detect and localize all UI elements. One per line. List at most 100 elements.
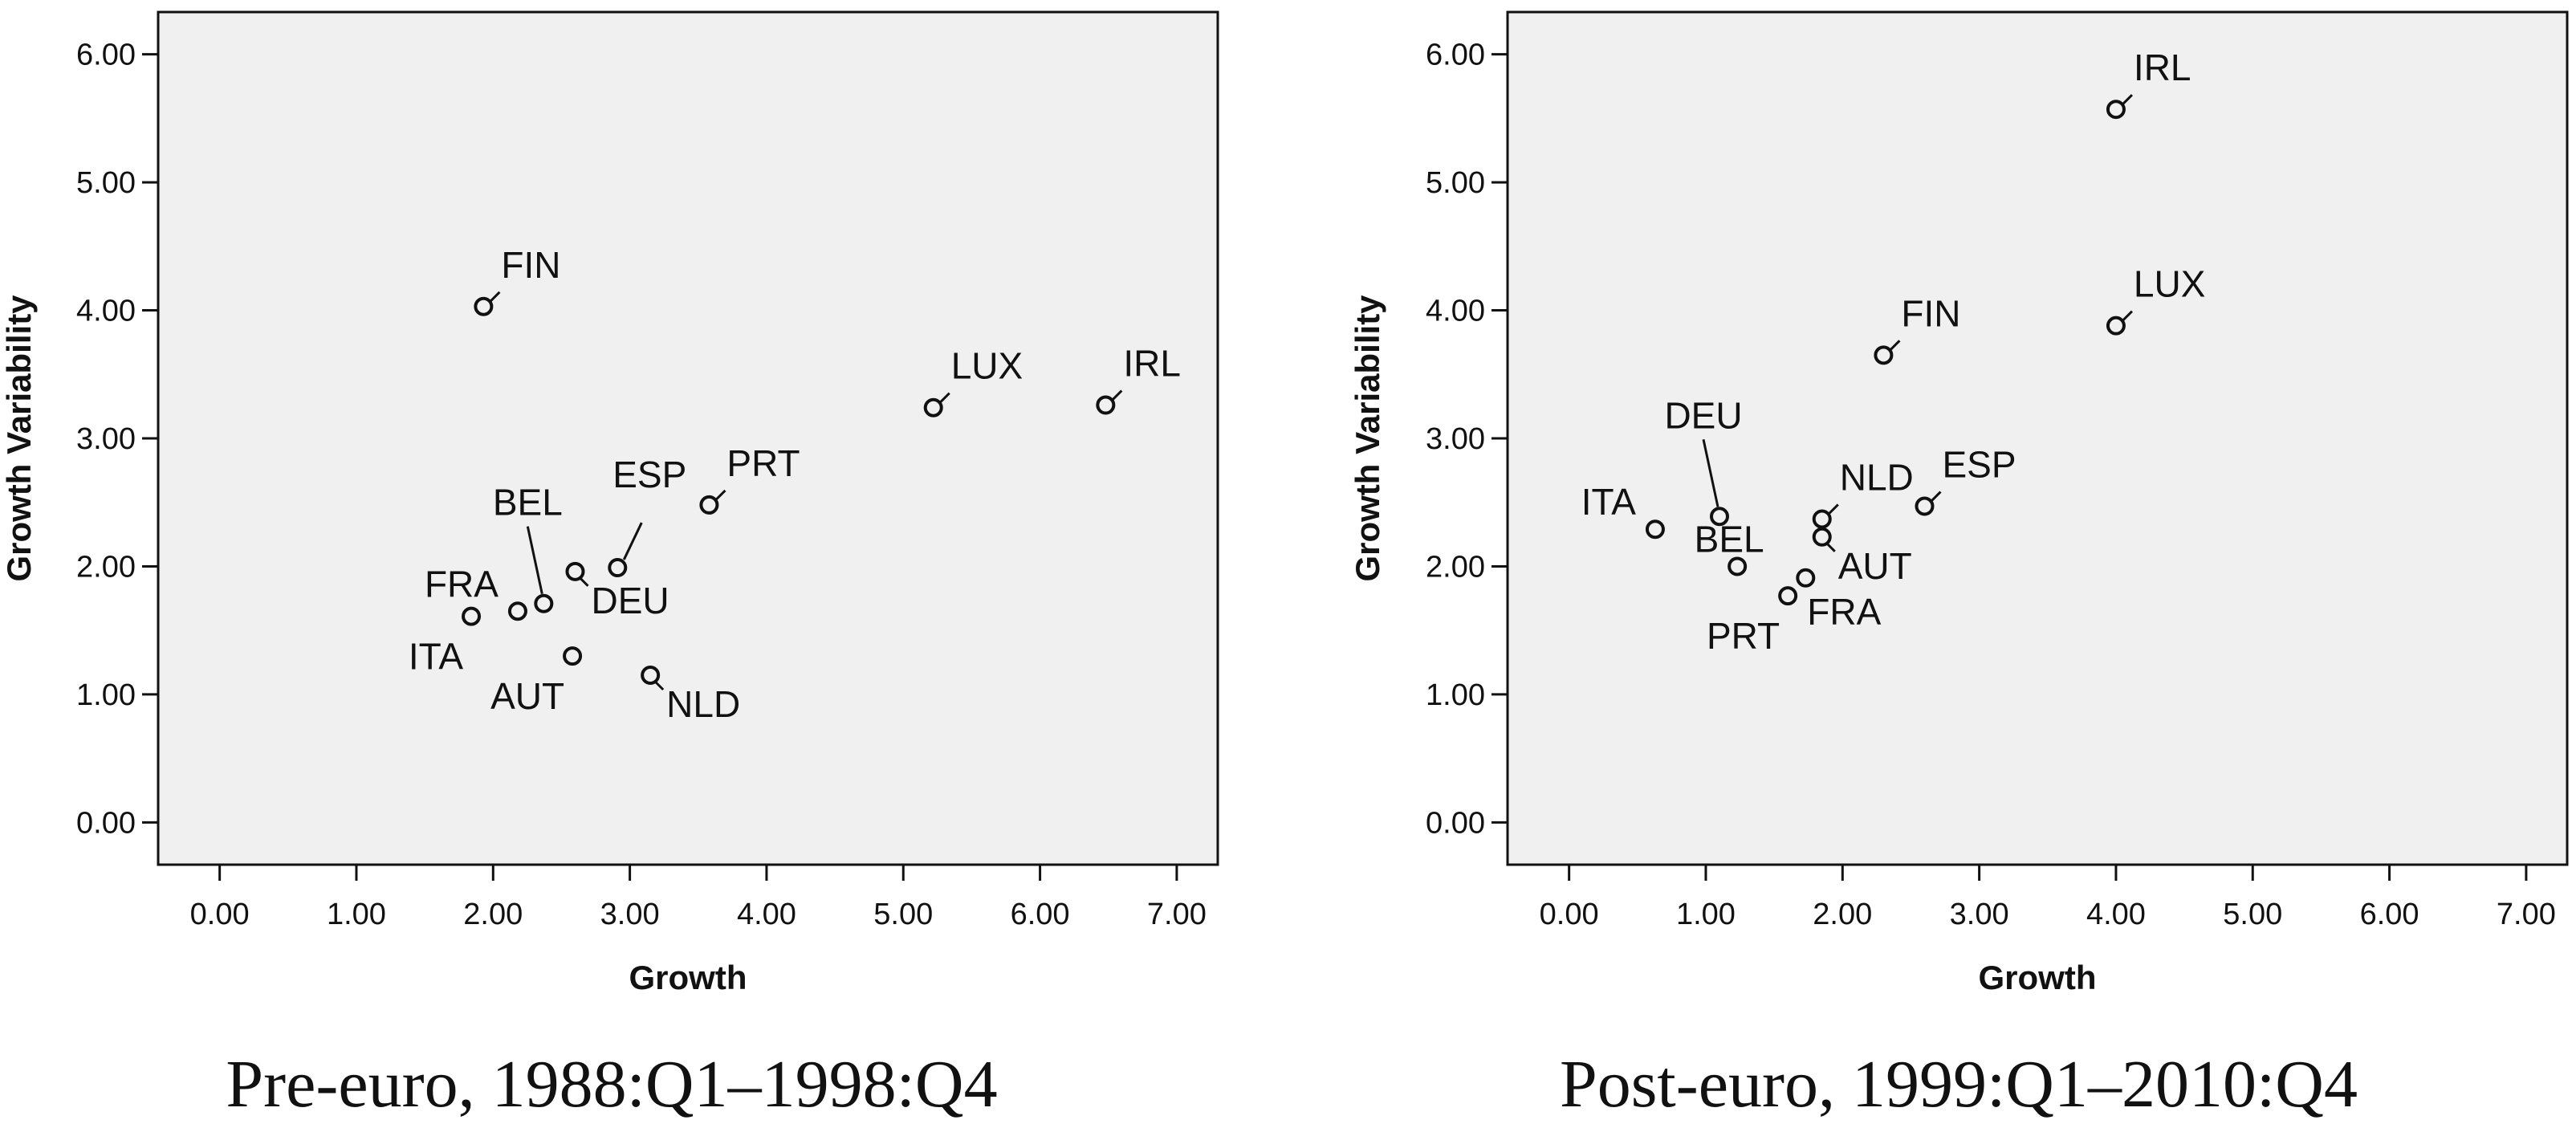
point-label: NLD [666, 683, 740, 725]
panel-pre-euro: 0.00 1.00 2.00 3.00 4.00 5.00 6.00 0.00 1.00 2.00… [0, 10, 1219, 1122]
data-point-fin: FIN [1874, 292, 1960, 365]
y-tick-label: 3.00 [1426, 422, 1485, 456]
x-tick-label: 6.00 [2360, 898, 2419, 931]
data-point-aut: AUT [490, 646, 583, 717]
x-tick-label: 1.00 [1676, 898, 1736, 931]
panel-caption: Pre-euro, 1988:Q1–1998:Q4 [226, 1047, 997, 1122]
point-marker [1812, 527, 1832, 547]
x-tick-label: 4.00 [737, 898, 796, 931]
point-label: ESP [1942, 444, 2016, 486]
data-point-lux: LUX [2106, 263, 2205, 336]
point-label: DEU [1664, 394, 1742, 436]
y-tick-label: 5.00 [1426, 166, 1485, 200]
y-tick-label: 0.00 [76, 806, 136, 840]
data-point-esp: ESP [1915, 444, 2016, 516]
panel-post-euro: 0.00 1.00 2.00 3.00 4.00 5.00 6.00 0.00 1.00 2.00… [1349, 10, 2569, 1122]
x-tick-label: 7.00 [1147, 898, 1207, 931]
point-marker [563, 646, 583, 666]
x-axis-title: Growth [629, 959, 747, 996]
point-marker [507, 601, 527, 621]
data-point-fin: FIN [474, 244, 560, 316]
label-leader [489, 291, 501, 303]
point-marker [1710, 507, 1729, 527]
data-point-nld: NLD [1812, 456, 1914, 529]
label-leader [2121, 94, 2133, 106]
point-marker [2106, 316, 2126, 336]
point-marker [608, 558, 628, 578]
y-tick-label: 5.00 [76, 166, 136, 200]
x-tick-label: 5.00 [2223, 898, 2282, 931]
x-tick-label: 3.00 [1950, 898, 2009, 931]
data-point-irl: IRL [1096, 343, 1181, 415]
point-marker [1796, 568, 1816, 588]
label-leader [654, 680, 665, 691]
data-point-aut: AUT [1812, 527, 1912, 587]
x-tick-label: 6.00 [1011, 898, 1070, 931]
data-point-esp: ESP [608, 454, 686, 578]
point-label: LUX [951, 345, 1023, 387]
x-tick-label: 0.00 [1540, 898, 1599, 931]
x-axis-title: Growth [1979, 959, 2097, 996]
point-marker [1778, 586, 1798, 606]
point-label: ESP [612, 454, 686, 495]
data-point-fra: FRA [1796, 568, 1882, 633]
data-point-lux: LUX [923, 345, 1023, 417]
label-leader [622, 522, 643, 560]
data-point-bel: BEL [493, 482, 563, 613]
point-marker [2106, 100, 2126, 120]
data-point-prt: PRT [1707, 586, 1798, 657]
label-leader [579, 576, 589, 587]
y-tick-label: 4.00 [76, 295, 136, 328]
label-leader [526, 526, 543, 595]
y-tick-label: 6.00 [1426, 39, 1485, 72]
x-tick-label: 2.00 [463, 898, 523, 931]
point-marker [1728, 556, 1748, 576]
point-marker [1645, 519, 1665, 540]
y-tick-label: 6.00 [76, 39, 136, 72]
point-label: FIN [1901, 292, 1960, 334]
data-point-fra: FRA [425, 563, 527, 621]
point-label: BEL [1695, 518, 1764, 560]
label-leader [714, 489, 726, 501]
point-label: AUT [490, 675, 564, 717]
label-leader [1889, 340, 1901, 352]
point-marker [699, 495, 719, 515]
y-axis-title: Growth Variability [0, 295, 38, 582]
data-point-prt: PRT [699, 442, 800, 515]
label-leader [938, 392, 950, 404]
point-label: PRT [1707, 615, 1780, 657]
point-marker [641, 666, 661, 685]
x-tick-label: 7.00 [2497, 898, 2556, 931]
label-leader [1702, 438, 1719, 507]
y-tick-label: 2.00 [76, 550, 136, 584]
data-point-ita: ITA [409, 606, 482, 678]
data-point-ita: ITA [1581, 481, 1665, 540]
panel-caption: Post-euro, 1999:Q1–2010:Q4 [1560, 1047, 2358, 1122]
point-marker [1096, 395, 1116, 415]
y-axis-title: Growth Variability [1349, 295, 1386, 582]
y-tick-label: 2.00 [1426, 550, 1485, 584]
point-marker [1915, 496, 1935, 516]
y-tick-label: 4.00 [1426, 295, 1485, 328]
point-label: FRA [425, 563, 499, 605]
data-point-deu: DEU [565, 561, 669, 621]
point-label: PRT [726, 442, 800, 484]
point-marker [1874, 345, 1894, 365]
label-leader [1825, 542, 1836, 552]
plot-area [157, 10, 1219, 866]
point-label: AUT [1838, 545, 1912, 587]
point-marker [1812, 509, 1832, 529]
y-tick-label: 1.00 [1426, 678, 1485, 712]
point-label: BEL [493, 482, 563, 523]
point-label: NLD [1840, 456, 1914, 498]
point-label: IRL [1123, 343, 1181, 385]
point-marker [534, 593, 554, 613]
point-label: DEU [591, 580, 669, 621]
data-point-deu: DEU [1664, 394, 1743, 527]
x-tick-label: 1.00 [327, 898, 386, 931]
plot-area [1506, 10, 2569, 866]
x-tick-label: 0.00 [190, 898, 250, 931]
y-tick-label: 0.00 [1426, 806, 1485, 840]
point-label: FIN [501, 244, 560, 286]
